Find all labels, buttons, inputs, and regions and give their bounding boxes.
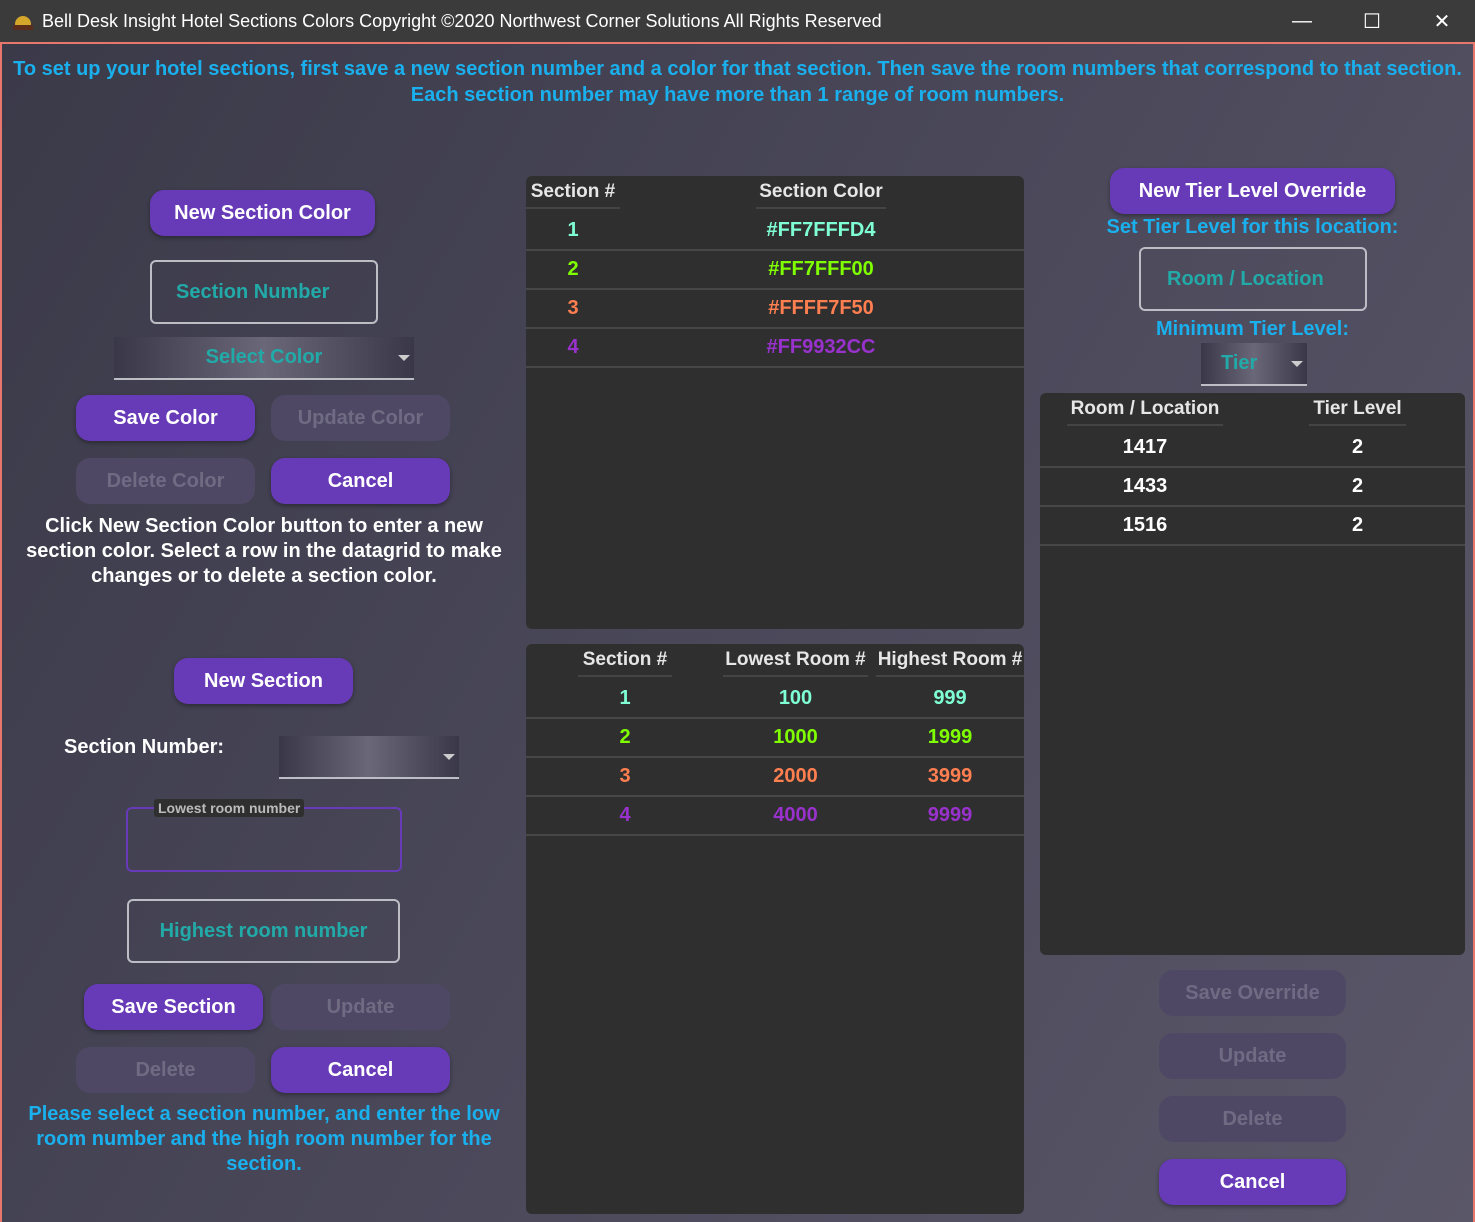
- tier-placeholder: Tier: [1221, 352, 1258, 374]
- lowest-room-cell: 100: [778, 687, 813, 709]
- tier-dropdown[interactable]: Tier: [1201, 343, 1307, 386]
- column-header-section[interactable]: Section #: [578, 649, 672, 677]
- column-header-highest-room[interactable]: Highest Room #: [876, 649, 1024, 677]
- column-header-lowest-room[interactable]: Lowest Room #: [723, 649, 868, 677]
- set-tier-label: Set Tier Level for this location:: [1106, 216, 1399, 238]
- table-row[interactable]: 1 100 999: [526, 680, 1024, 719]
- column-header-section-color[interactable]: Section Color: [756, 181, 886, 209]
- sections-help-text: Please select a section number, and ente…: [28, 1103, 500, 1175]
- lowest-room-input[interactable]: Lowest room number: [126, 799, 402, 872]
- delete-override-button[interactable]: Delete: [1159, 1096, 1346, 1142]
- room-location-input[interactable]: Room / Location: [1139, 247, 1367, 311]
- room-cell: 1516: [1122, 514, 1168, 536]
- table-row[interactable]: 4 4000 9999: [526, 797, 1024, 836]
- room-cell: 1417: [1122, 436, 1168, 458]
- highest-room-cell: 9999: [927, 804, 973, 826]
- section-cell: 1: [567, 219, 579, 241]
- lowest-room-label: Lowest room number: [154, 799, 305, 817]
- column-header-room-location[interactable]: Room / Location: [1067, 398, 1223, 426]
- table-row[interactable]: 2 #FF7FFF00: [526, 251, 1024, 290]
- colors-help-text: Click New Section Color button to enter …: [26, 515, 502, 587]
- section-color-grid[interactable]: Section # Section Color 1 #FF7FFFD4 2 #FF7F…: [526, 176, 1024, 629]
- instructions-line-1: To set up your hotel sections, first sav…: [13, 58, 1462, 80]
- section-cell: 2: [619, 726, 631, 748]
- column-header-tier-level[interactable]: Tier Level: [1309, 398, 1406, 426]
- lowest-room-cell: 2000: [773, 765, 818, 787]
- highest-room-input[interactable]: Highest room number: [127, 899, 400, 963]
- tier-override-grid[interactable]: Room / Location Tier Level 1417 2 1433 2 151…: [1040, 393, 1465, 955]
- chevron-down-icon: [398, 355, 410, 362]
- minimize-button[interactable]: —: [1292, 9, 1312, 32]
- table-row[interactable]: 1 #FF7FFFD4: [526, 212, 1024, 251]
- close-button[interactable]: ✕: [1433, 10, 1451, 33]
- lowest-room-cell: 4000: [773, 804, 818, 826]
- table-row[interactable]: 3 2000 3999: [526, 758, 1024, 797]
- section-cell: 2: [567, 258, 579, 280]
- select-color-placeholder: Select Color: [205, 346, 323, 368]
- cancel-override-button[interactable]: Cancel: [1159, 1159, 1346, 1205]
- save-color-button[interactable]: Save Color: [76, 395, 255, 441]
- section-number-input[interactable]: Section Number: [150, 260, 378, 324]
- instructions-line-2: Each section number may have more than 1…: [410, 84, 1065, 106]
- table-row[interactable]: 3 #FFFF7F50: [526, 290, 1024, 329]
- table-row[interactable]: 1417 2: [1040, 429, 1465, 468]
- new-tier-override-button[interactable]: New Tier Level Override: [1110, 168, 1395, 214]
- cancel-color-button[interactable]: Cancel: [271, 458, 450, 504]
- window-title: Bell Desk Insight Hotel Sections Colors …: [42, 10, 882, 31]
- save-section-button[interactable]: Save Section: [84, 984, 263, 1030]
- table-row[interactable]: 4 #FF9932CC: [526, 329, 1024, 368]
- chevron-down-icon: [443, 754, 455, 761]
- delete-section-button[interactable]: Delete: [76, 1047, 255, 1093]
- section-cell: 3: [567, 297, 579, 319]
- highest-room-cell: 1999: [927, 726, 973, 748]
- section-number-dropdown[interactable]: [279, 736, 459, 779]
- tier-cell: 2: [1351, 475, 1364, 497]
- table-row[interactable]: 1433 2: [1040, 468, 1465, 507]
- maximize-button[interactable]: ☐: [1363, 10, 1381, 33]
- new-section-button[interactable]: New Section: [174, 658, 353, 704]
- color-cell: #FF7FFFD4: [766, 219, 876, 241]
- tier-cell: 2: [1351, 436, 1364, 458]
- section-cell: 4: [619, 804, 631, 826]
- room-cell: 1433: [1122, 475, 1168, 497]
- highest-room-cell: 999: [933, 687, 967, 709]
- update-section-button[interactable]: Update: [271, 984, 450, 1030]
- section-cell: 1: [619, 687, 631, 709]
- chevron-down-icon: [1291, 361, 1303, 368]
- tier-cell: 2: [1351, 514, 1364, 536]
- section-number-label: Section Number:: [64, 736, 225, 758]
- highest-room-cell: 3999: [927, 765, 973, 787]
- minimum-tier-label: Minimum Tier Level:: [1155, 318, 1349, 340]
- update-color-button[interactable]: Update Color: [271, 395, 450, 441]
- column-header-section[interactable]: Section #: [526, 181, 620, 209]
- section-cell: 4: [567, 336, 579, 358]
- new-section-color-button[interactable]: New Section Color: [150, 190, 375, 236]
- delete-color-button[interactable]: Delete Color: [76, 458, 255, 504]
- color-cell: #FF9932CC: [766, 336, 876, 358]
- table-row[interactable]: 1516 2: [1040, 507, 1465, 546]
- main-window: To set up your hotel sections, first sav…: [0, 42, 1475, 1222]
- color-cell: #FFFF7F50: [768, 297, 874, 319]
- table-row[interactable]: 2 1000 1999: [526, 719, 1024, 758]
- title-bar: Bell Desk Insight Hotel Sections Colors …: [0, 0, 1475, 42]
- save-override-button[interactable]: Save Override: [1159, 970, 1346, 1016]
- color-cell: #FF7FFF00: [768, 258, 874, 280]
- bell-app-icon: [12, 10, 34, 32]
- update-override-button[interactable]: Update: [1159, 1033, 1346, 1079]
- section-cell: 3: [619, 765, 631, 787]
- cancel-section-button[interactable]: Cancel: [271, 1047, 450, 1093]
- section-range-grid[interactable]: Section # Lowest Room # Highest Room # 1…: [526, 644, 1024, 1214]
- lowest-room-cell: 1000: [773, 726, 818, 748]
- select-color-dropdown[interactable]: Select Color: [114, 337, 414, 380]
